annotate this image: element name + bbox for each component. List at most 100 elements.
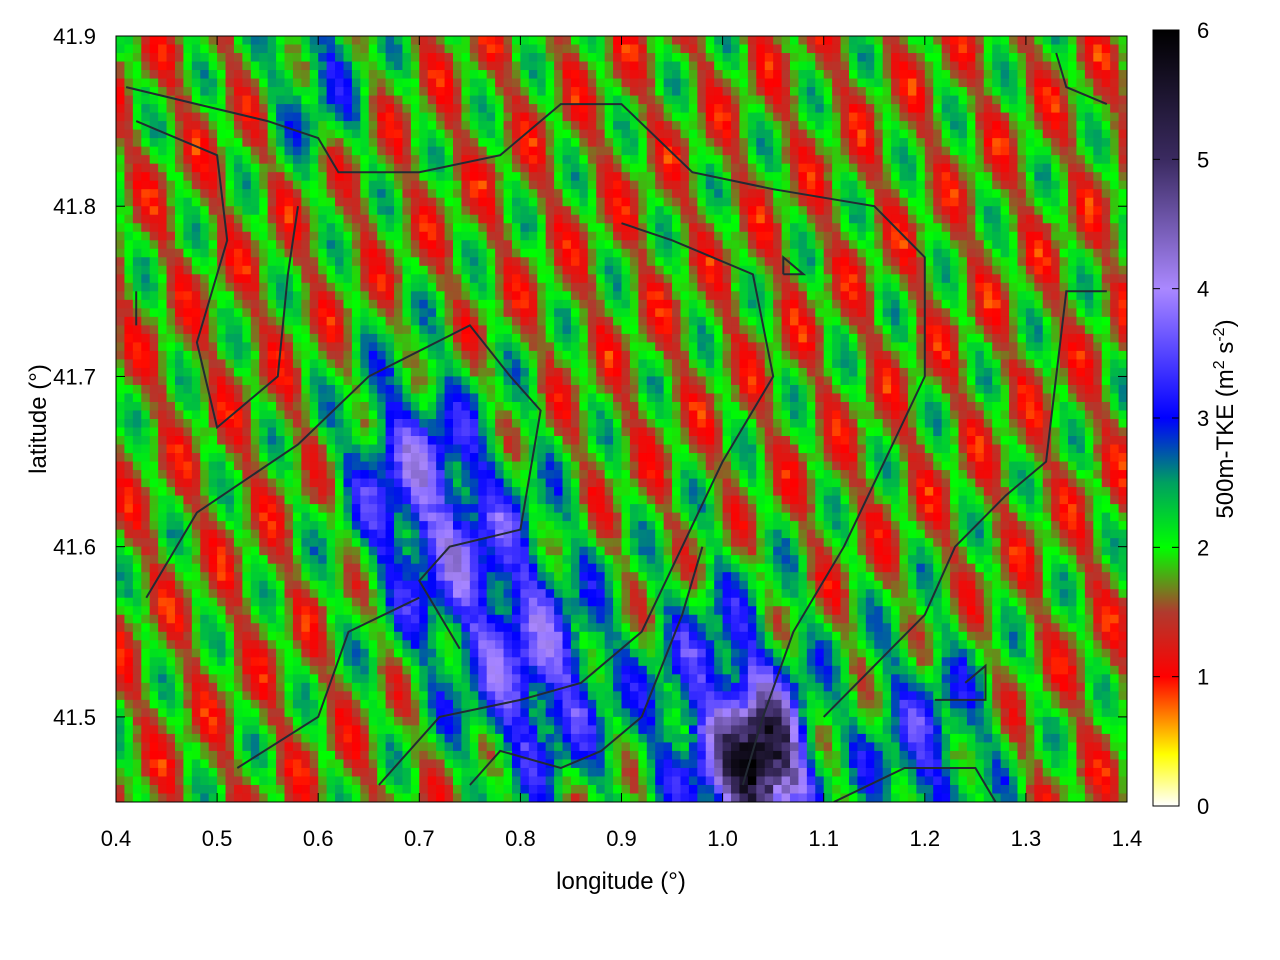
heatmap-cell [1051, 333, 1061, 343]
heatmap-cell [385, 299, 395, 309]
heatmap-cell [520, 308, 530, 318]
heatmap-cell [562, 325, 572, 335]
heatmap-cell [983, 316, 993, 326]
heatmap-cell [183, 231, 193, 241]
heatmap-cell [166, 308, 176, 318]
heatmap-cell [798, 240, 808, 250]
heatmap-cell [924, 367, 934, 378]
heatmap-cell [916, 257, 926, 267]
heatmap-cell [149, 61, 159, 71]
heatmap-cell [124, 265, 134, 275]
heatmap-cell [672, 342, 682, 352]
heatmap-cell [335, 274, 345, 284]
heatmap-cell [722, 376, 732, 386]
heatmap-cell [410, 70, 420, 80]
heatmap-cell [166, 282, 176, 292]
heatmap-cell [1101, 333, 1111, 343]
heatmap-cell [680, 367, 690, 378]
heatmap-cell [1034, 206, 1044, 216]
heatmap-cell [697, 121, 707, 131]
heatmap-cell [731, 121, 741, 131]
heatmap-cell [1009, 359, 1019, 369]
heatmap-cell [1017, 350, 1027, 361]
heatmap-cell [225, 155, 235, 165]
heatmap-cell [368, 155, 378, 165]
heatmap-cell [116, 155, 126, 165]
heatmap-cell [528, 274, 538, 284]
heatmap-cell [469, 291, 479, 301]
heatmap-cell [1084, 44, 1094, 54]
heatmap-cell [368, 299, 378, 309]
heatmap-cell [545, 376, 555, 386]
heatmap-cell [697, 240, 707, 250]
heatmap-cell [975, 78, 985, 88]
heatmap-cell [309, 138, 319, 148]
heatmap-cell [1009, 44, 1019, 54]
heatmap-cell [781, 129, 791, 139]
heatmap-cell [1101, 189, 1111, 199]
heatmap-cell [351, 129, 361, 139]
heatmap-cell [983, 350, 993, 361]
heatmap-cell [840, 214, 850, 224]
heatmap-cell [688, 112, 698, 122]
heatmap-cell [891, 265, 901, 275]
heatmap-cell [604, 214, 614, 224]
heatmap-cell [773, 316, 783, 326]
heatmap-cell [292, 121, 302, 131]
heatmap-cell [688, 223, 698, 233]
heatmap-cell [1068, 104, 1078, 114]
heatmap-cell [747, 308, 757, 318]
heatmap-cell [368, 87, 378, 97]
heatmap-cell [815, 53, 825, 63]
heatmap-cell [739, 146, 749, 156]
heatmap-cell [1084, 342, 1094, 352]
heatmap-cell [933, 299, 943, 309]
heatmap-cell [924, 376, 934, 386]
heatmap-cell [444, 138, 454, 148]
heatmap-cell [1051, 36, 1061, 46]
heatmap-cell [958, 206, 968, 216]
heatmap-cell [570, 316, 580, 326]
heatmap-cell [1009, 163, 1019, 173]
heatmap-cell [410, 257, 420, 267]
heatmap-cell [183, 112, 193, 122]
heatmap-cell [453, 376, 463, 386]
heatmap-cell [655, 104, 665, 114]
heatmap-cell [528, 197, 538, 207]
heatmap-cell [874, 70, 884, 80]
heatmap-cell [579, 308, 589, 318]
heatmap-cell [1017, 214, 1027, 224]
heatmap-cell [360, 180, 370, 190]
heatmap-cell [747, 291, 757, 301]
heatmap-cell [798, 104, 808, 114]
heatmap-cell [183, 359, 193, 369]
heatmap-cell [806, 206, 816, 216]
heatmap-cell [899, 36, 909, 46]
heatmap-cell [992, 265, 1002, 275]
heatmap-cell [495, 172, 505, 182]
heatmap-cell [857, 95, 867, 105]
heatmap-cell [436, 299, 446, 309]
heatmap-cell [731, 138, 741, 148]
heatmap-cell [933, 95, 943, 105]
heatmap-cell [731, 316, 741, 326]
heatmap-cell [478, 189, 488, 199]
heatmap-cell [1009, 146, 1019, 156]
heatmap-cell [891, 248, 901, 258]
heatmap-cell [587, 376, 597, 386]
heatmap-cell [368, 350, 378, 361]
heatmap-cell [587, 367, 597, 378]
heatmap-cell [604, 87, 614, 97]
heatmap-cell [941, 376, 951, 386]
heatmap-cell [1000, 265, 1010, 275]
heatmap-cell [1093, 155, 1103, 165]
heatmap-cell [1076, 61, 1086, 71]
heatmap-cell [688, 248, 698, 258]
heatmap-cell [1068, 70, 1078, 80]
heatmap-cell [377, 359, 387, 369]
heatmap-cell [848, 61, 859, 71]
heatmap-cell [368, 257, 378, 267]
heatmap-cell [1118, 316, 1127, 326]
heatmap-cell [377, 172, 387, 182]
heatmap-cell [250, 70, 260, 80]
